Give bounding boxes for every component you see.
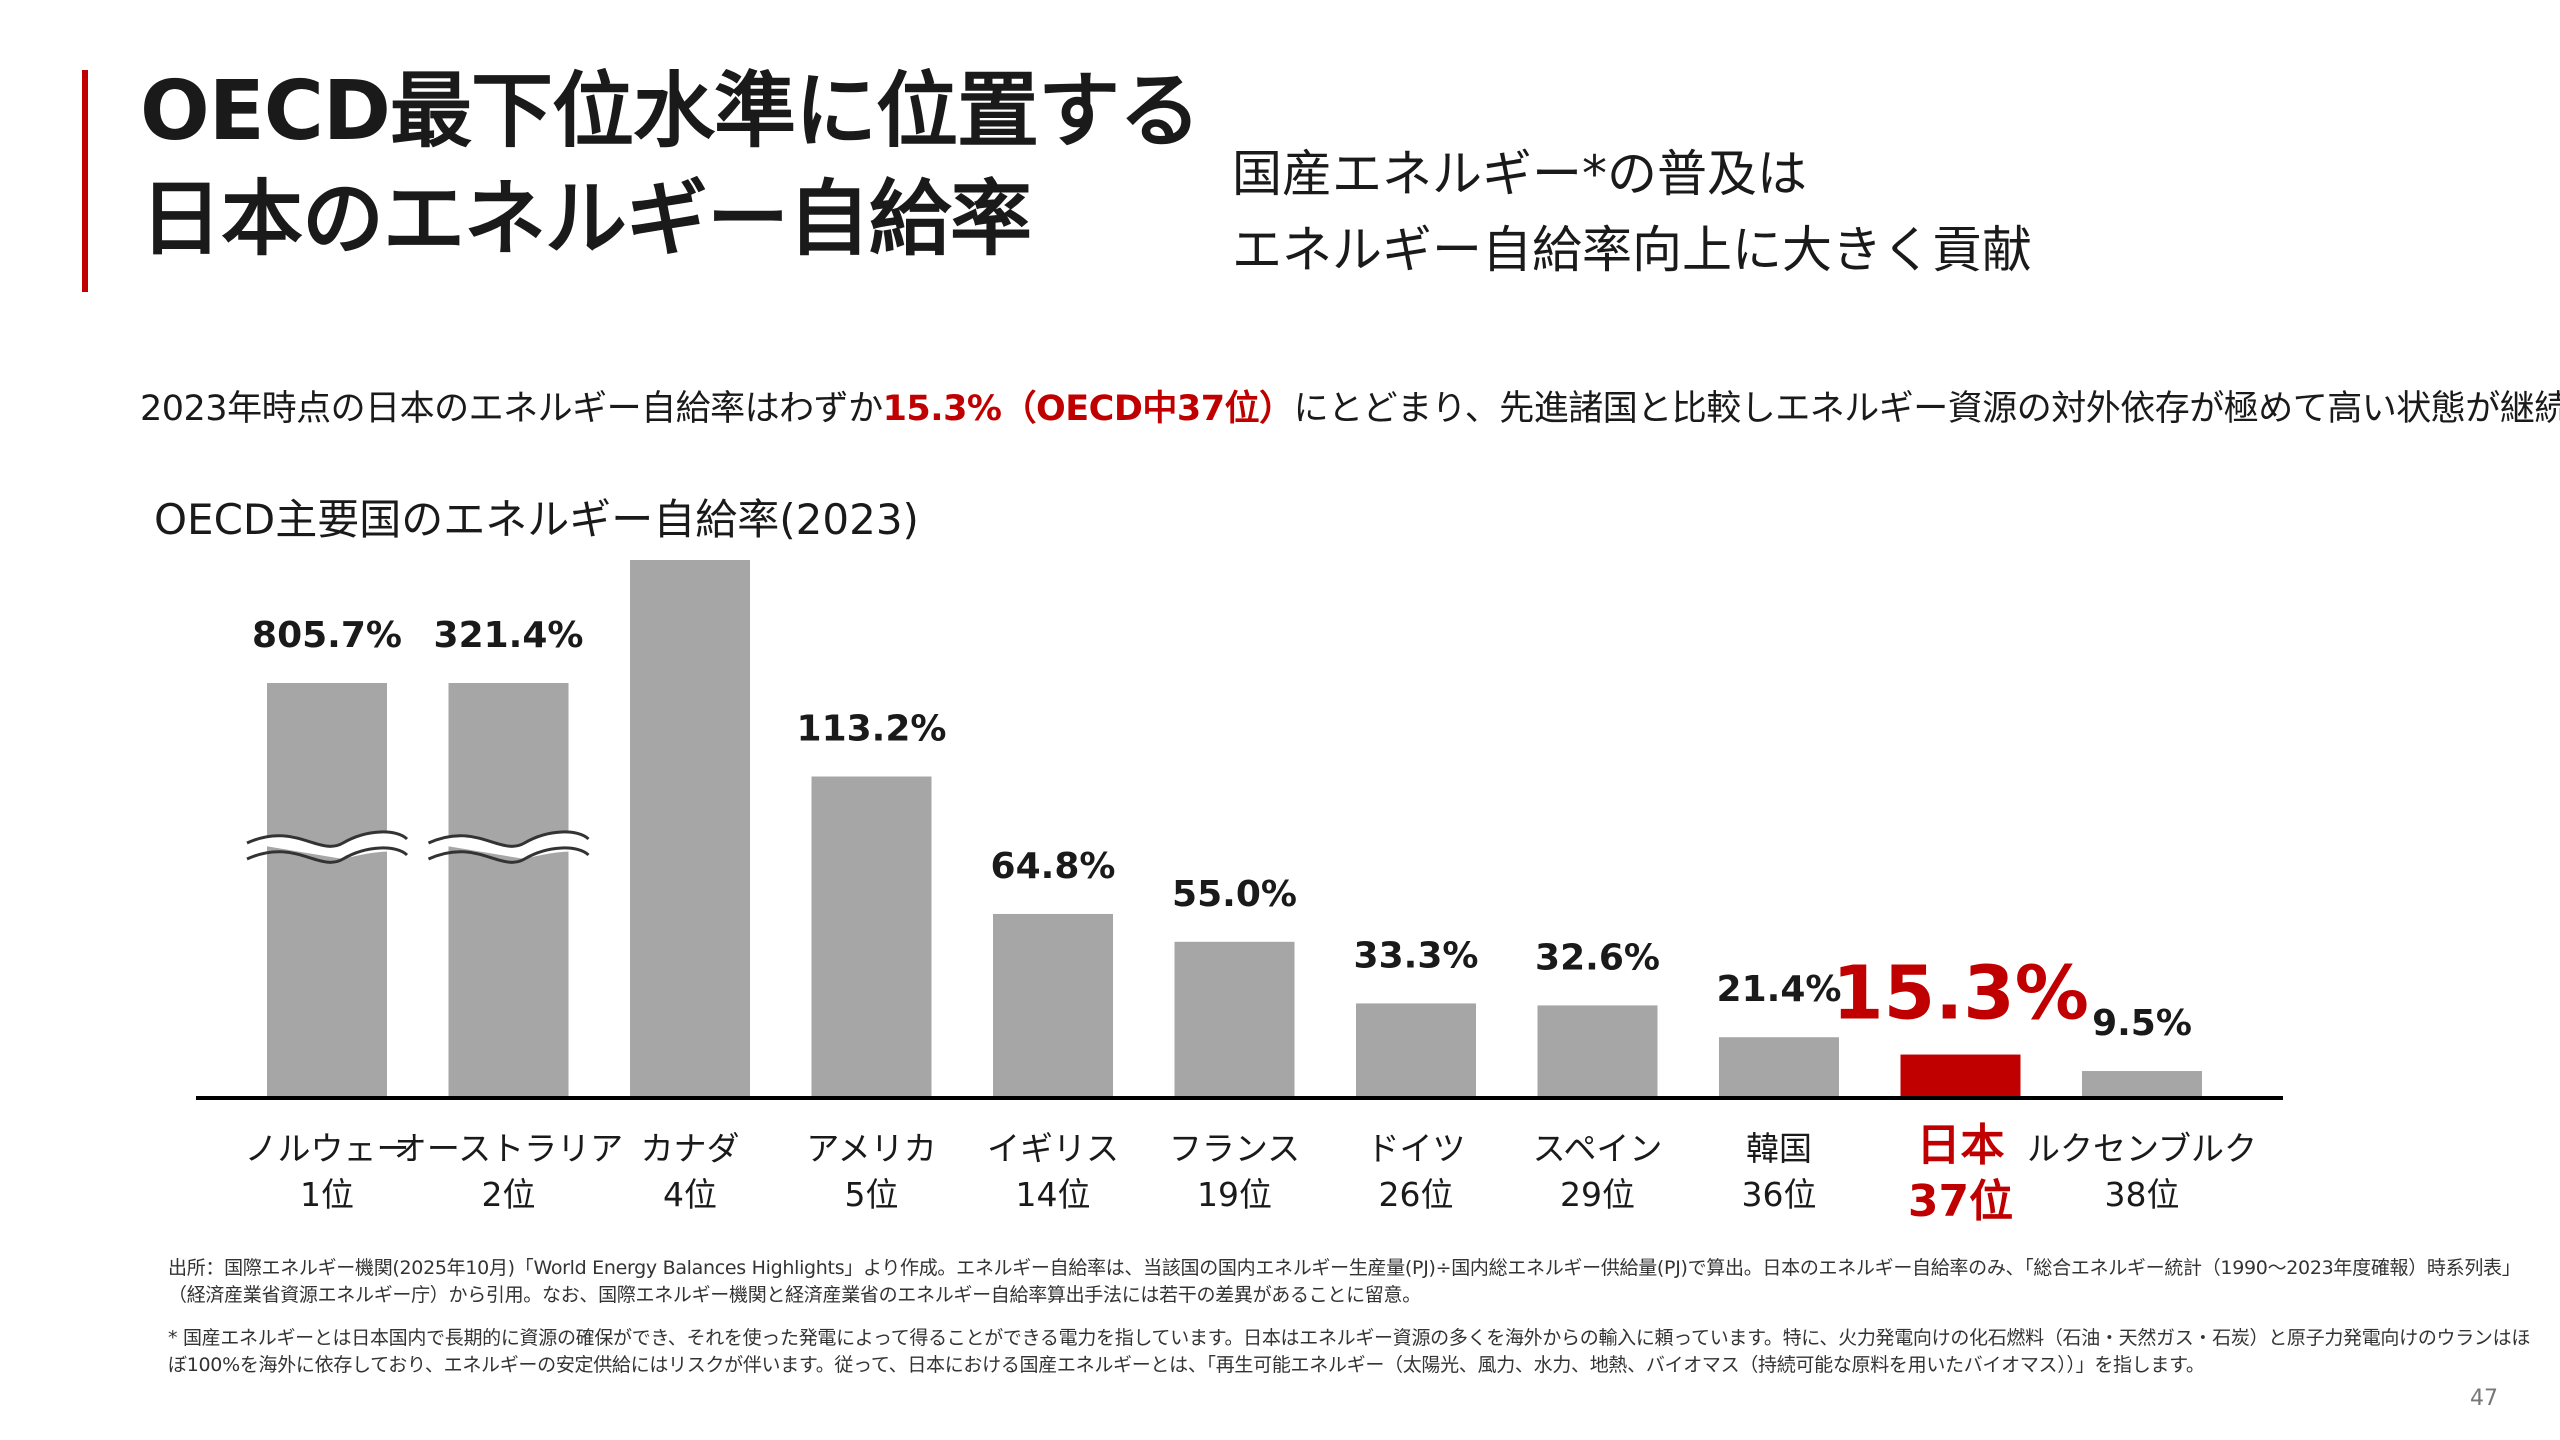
summary-highlight: 15.3%（OECD中37位） [882,389,1295,429]
value-label-6: 55.0% [1172,874,1297,915]
bar-3 [630,560,750,1098]
category-label-6: フランス [1169,1129,1300,1168]
category-label-10: 日本 [1917,1120,2005,1171]
category-label-3: カナダ [641,1129,740,1168]
chart-title: OECD主要国のエネルギー自給率(2023) [154,495,919,544]
page-subtitle-line-2: エネルギー自給率向上に大きく貢献 [1232,221,2032,279]
footnote: * 国産エネルギーとは日本国内で長期的に資源の確保ができ、それを使った発電によっ… [168,1327,2531,1376]
axis-break-line-bottom-2 [427,846,590,864]
value-label-8: 32.6% [1535,937,1660,978]
page-title-line-1: OECD最下位水準に位置する [140,64,1201,159]
value-label-10: 15.3% [1832,951,2089,1037]
value-label-9: 21.4% [1717,969,1842,1010]
value-label-5: 64.8% [991,846,1116,887]
bar-6 [1174,941,1295,1098]
rank-label-3: 4位 [663,1175,717,1214]
value-label-11: 9.5% [2092,1003,2192,1044]
value-label-4: 113.2% [797,709,947,750]
rank-label-6: 19位 [1197,1175,1272,1214]
value-label-7: 33.3% [1354,935,1479,976]
category-label-8: スペイン [1533,1129,1663,1168]
bar-9 [1719,1037,1839,1098]
bar-1 [267,683,387,1098]
category-label-1: ノルウェー [245,1129,410,1168]
bar-4 [811,776,932,1098]
page-subtitle: 国産エネルギー*の普及は エネルギー自給率向上に大きく貢献 [1232,136,2032,288]
axis-break-gap-1 [247,831,407,859]
rank-label-1: 1位 [300,1175,354,1214]
category-label-2: オーストラリア [394,1129,623,1168]
title-accent-bar [82,70,88,292]
axis-break-line-top-2 [427,830,590,848]
rank-label-11: 38位 [2105,1175,2180,1214]
category-label-9: 韓国 [1746,1129,1812,1168]
page-title: OECD最下位水準に位置する 日本のエネルギー自給率 [140,58,1201,274]
page-subtitle-line-1: 国産エネルギー*の普及は [1232,145,1807,203]
rank-label-9: 36位 [1742,1175,1817,1214]
summary-pre: 2023年時点の日本のエネルギー自給率はわずか [140,389,883,429]
category-label-5: イギリス [987,1129,1119,1168]
bar-10 [1900,1054,2021,1098]
energy-self-sufficiency-bar-chart: 805.7%ノルウェー1位321.4%オーストラリア2位193.3%カナダ4位1… [196,560,2283,1227]
rank-label-8: 29位 [1560,1175,1635,1214]
summary-post: にとどまり、先進諸国と比較しエネルギー資源の対外依存が極めて高い状態が継続 [1293,389,2560,429]
source-note: 出所：国際エネルギー機関(2025年10月)「World Energy Bala… [168,1257,2521,1306]
value-label-2: 321.4% [434,615,584,656]
page-title-line-2: 日本のエネルギー自給率 [140,172,1032,267]
bar-5 [993,913,1113,1098]
rank-label-7: 26位 [1379,1175,1454,1214]
bar-7 [1356,1003,1476,1098]
rank-label-10: 37位 [1908,1176,2013,1227]
rank-label-5: 14位 [1016,1175,1091,1214]
axis-break-gap-2 [428,831,589,859]
axis-break-line-bottom-1 [246,846,409,864]
page-number: 47 [2470,1386,2498,1411]
summary-text: 2023年時点の日本のエネルギー自給率はわずか15.3%（OECD中37位）にと… [140,380,2560,431]
category-label-11: ルクセンブルク [2027,1129,2257,1168]
rank-label-2: 2位 [482,1175,536,1214]
bar-8 [1537,1005,1658,1098]
rank-label-4: 5位 [845,1175,899,1214]
category-label-4: アメリカ [806,1129,936,1168]
category-label-7: ドイツ [1367,1129,1466,1168]
value-label-1: 805.7% [252,615,402,656]
bar-2 [448,683,569,1098]
bar-11 [2082,1071,2202,1098]
axis-break-line-top-1 [246,830,409,848]
